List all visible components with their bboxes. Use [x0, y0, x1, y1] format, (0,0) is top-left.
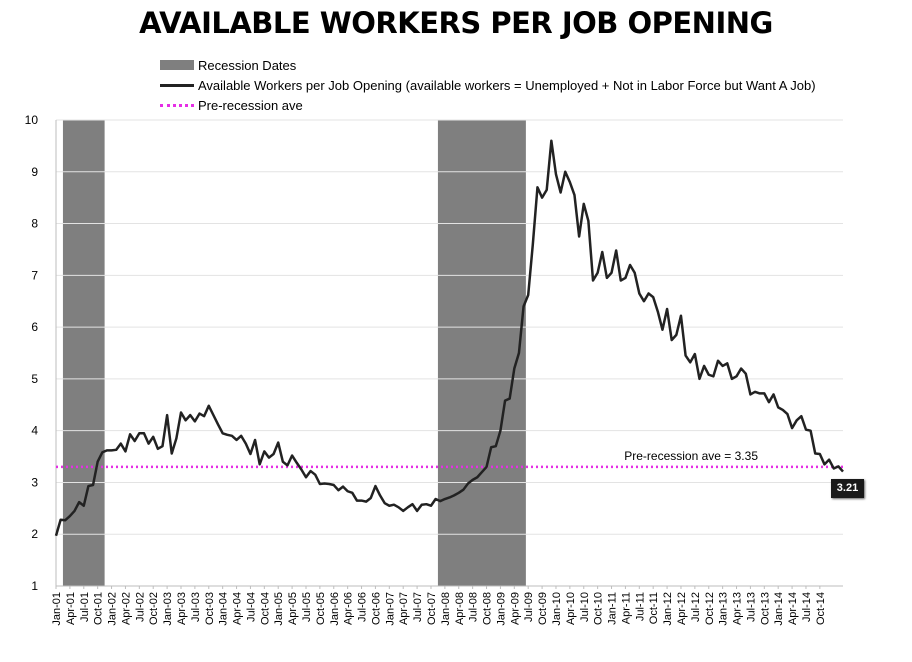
x-tick-label-jan-02: Jan-02	[107, 592, 119, 626]
x-tick-label-apr-10: Apr-10	[565, 592, 577, 625]
x-tick-label-apr-03: Apr-03	[176, 592, 188, 625]
recession-band-1	[62, 120, 105, 586]
x-tick-label-jul-04: Jul-04	[245, 592, 257, 622]
recession-swatch	[160, 60, 194, 70]
x-tick-label-oct-07: Oct-07	[426, 592, 438, 625]
y-tick-label-5: 5	[31, 372, 38, 386]
x-tick-label-jan-13: Jan-13	[718, 592, 730, 626]
series-group	[54, 139, 844, 537]
x-tick-label-apr-06: Apr-06	[343, 592, 355, 625]
x-tick-label-jul-13: Jul-13	[745, 592, 757, 622]
x-tick-label-jan-10: Jan-10	[551, 592, 563, 626]
x-tick-label-jul-08: Jul-08	[468, 592, 480, 622]
x-tick-label-jul-02: Jul-02	[134, 592, 146, 622]
x-tick-label-oct-09: Oct-09	[537, 592, 549, 625]
x-tick-label-jul-01: Jul-01	[79, 592, 91, 622]
x-tick-label-oct-06: Oct-06	[370, 592, 382, 625]
legend: Recession Dates Available Workers per Jo…	[160, 55, 816, 115]
x-tick-label-oct-13: Oct-13	[759, 592, 771, 625]
x-tick-label-jul-14: Jul-14	[801, 592, 813, 622]
pre-recession-annotation: Pre-recession ave = 3.35	[624, 449, 758, 463]
x-tick-label-apr-11: Apr-11	[620, 592, 632, 624]
x-tick-label-oct-08: Oct-08	[482, 592, 494, 625]
x-tick-label-apr-12: Apr-12	[676, 592, 688, 625]
x-tick-label-jan-12: Jan-12	[662, 592, 674, 626]
x-tick-label-jan-06: Jan-06	[329, 592, 341, 626]
y-tick-label-1: 1	[31, 579, 38, 593]
x-tick-label-apr-04: Apr-04	[232, 592, 244, 625]
y-tick-label-9: 9	[31, 165, 38, 179]
legend-item-recession: Recession Dates	[160, 55, 816, 75]
x-tick-label-jan-04: Jan-04	[218, 592, 230, 626]
axes	[55, 120, 843, 587]
x-tick-label-jan-08: Jan-08	[440, 592, 452, 626]
x-tick-label-jul-09: Jul-09	[523, 592, 535, 622]
x-tick-label-apr-01: Apr-01	[65, 592, 77, 625]
x-tick-label-jan-09: Jan-09	[495, 592, 507, 626]
recession-band-2	[437, 120, 526, 586]
x-tick-label-apr-05: Apr-05	[287, 592, 299, 625]
y-tick-label-2: 2	[31, 527, 38, 541]
x-tick-label-oct-10: Oct-10	[593, 592, 605, 625]
x-tick-label-jan-01: Jan-01	[51, 592, 63, 626]
x-tick-label-oct-12: Oct-12	[704, 592, 716, 625]
x-tick-label-oct-03: Oct-03	[204, 592, 216, 625]
x-tick-label-apr-08: Apr-08	[454, 592, 466, 625]
x-tick-label-jul-07: Jul-07	[412, 592, 424, 622]
x-tick-label-apr-13: Apr-13	[732, 592, 744, 625]
x-tick-label-jul-05: Jul-05	[301, 592, 313, 622]
series-line-available-workers	[54, 139, 844, 537]
x-tick-label-jan-11: Jan-11	[607, 592, 619, 625]
legend-label-workers: Available Workers per Job Opening (avail…	[198, 77, 816, 93]
x-tick-label-apr-14: Apr-14	[787, 592, 799, 625]
reference-line-group: Pre-recession ave = 3.35	[56, 449, 843, 469]
chart-title: AVAILABLE WORKERS PER JOB OPENING	[139, 6, 773, 40]
legend-label-prerecession: Pre-recession ave	[198, 97, 303, 113]
y-tick-label-6: 6	[31, 320, 38, 334]
y-tick-label-7: 7	[31, 268, 38, 282]
legend-label-recession: Recession Dates	[198, 57, 297, 73]
x-tick-label-jul-12: Jul-12	[690, 592, 702, 622]
x-tick-label-oct-04: Oct-04	[259, 592, 271, 625]
x-tick-label-apr-09: Apr-09	[509, 592, 521, 625]
y-tick-labels: 1 2 3 4 5 6 7 8 9 10	[25, 113, 39, 593]
x-tick-label-jan-05: Jan-05	[273, 592, 285, 626]
x-tick-label-oct-01: Oct-01	[93, 592, 105, 625]
x-tick-label-oct-02: Oct-02	[148, 592, 160, 625]
x-tick-label-apr-02: Apr-02	[120, 592, 132, 625]
x-tick-label-jan-14: Jan-14	[773, 592, 785, 626]
legend-item-prerecession: Pre-recession ave	[160, 95, 816, 115]
prerecession-swatch	[160, 103, 194, 107]
legend-item-workers: Available Workers per Job Opening (avail…	[160, 75, 816, 95]
x-tick-label-oct-05: Oct-05	[315, 592, 327, 625]
y-tick-label-3: 3	[31, 475, 38, 489]
recession-bands	[62, 120, 526, 586]
y-tick-label-10: 10	[25, 113, 39, 127]
x-tick-label-oct-11: Oct-11	[648, 592, 660, 624]
x-tick-label-oct-14: Oct-14	[815, 592, 827, 625]
y-tick-label-4: 4	[31, 424, 38, 438]
x-tick-labels: Jan-01 Apr-01 Jul-01 Oct-01 Jan-02 Apr-02 Jul-…	[51, 586, 827, 626]
last-value-callout: 3.21	[831, 479, 864, 498]
workers-swatch	[160, 83, 194, 87]
gridlines	[56, 119, 843, 535]
x-tick-label-apr-07: Apr-07	[398, 592, 410, 625]
x-tick-label-jul-06: Jul-06	[357, 592, 369, 622]
x-tick-label-jul-10: Jul-10	[579, 592, 591, 622]
x-tick-label-jan-03: Jan-03	[162, 592, 174, 626]
x-tick-label-jul-03: Jul-03	[190, 592, 202, 622]
x-tick-label-jan-07: Jan-07	[384, 592, 396, 626]
x-tick-label-jul-11: Jul-11	[634, 592, 646, 621]
y-tick-label-8: 8	[31, 217, 38, 231]
